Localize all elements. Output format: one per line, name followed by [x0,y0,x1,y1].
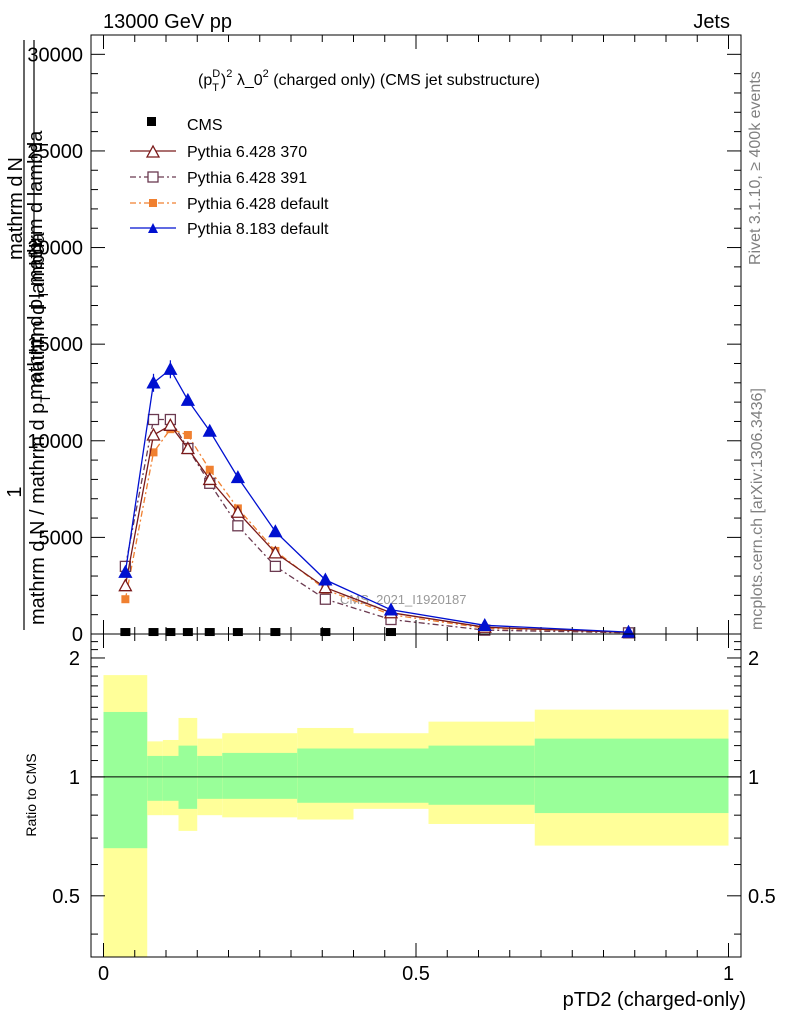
mcplots-label: mcplots.cern.ch [arXiv:1306.3436] [749,388,766,630]
data-point [120,628,131,637]
data-point [318,580,333,594]
data-point [180,392,195,406]
ratio-inner-band [162,755,179,801]
data-point [268,545,283,559]
ratio-inner-band [253,752,298,799]
y-axis-label: 1 mathrm d N / mathrm d pTmathrm d lambd… [4,40,53,630]
legend: CMS Pythia 6.428 370 Pythia 6.428 391 Py… [130,117,329,238]
data-point [163,417,178,431]
analysis-watermark: CMS_2021_I1920187 [340,592,467,607]
y-label-numerator: mathrm dN [5,157,27,260]
data-point [205,465,214,474]
data-point [118,564,133,578]
data-point [180,441,195,455]
legend-marker-391 [147,171,159,183]
y-tick-label: 25000 [27,141,83,163]
data-point [269,560,282,573]
series-cms [120,628,396,637]
y-label-one: 1 [4,486,26,497]
y-tick-label: 0 [72,624,83,646]
data-point [118,578,133,592]
x-tick-label: 0.5 [402,963,430,985]
x-axis-label: pTD2 (charged-only) [563,989,746,1011]
legend-370: Pythia 6.428 370 [187,144,307,161]
ratio-y-tick-label: 1 [69,767,80,789]
y-tick-label: 5000 [39,527,84,549]
x-tick-label: 1 [723,963,734,985]
data-point [320,628,331,637]
y-label-numerator-denom: mathrm d pTmathrm d lambda [25,130,51,400]
ratio-bands [103,675,729,957]
ratio-inner-band [147,755,163,801]
ratio-inner-band [534,738,729,814]
data-point [146,427,161,441]
series-layer [118,360,636,639]
y-tick-label: 30000 [27,44,83,66]
ratio-y-tick-label-right: 2 [748,648,759,670]
data-point [148,628,159,637]
data-point [182,628,193,637]
ratio-inner-band [222,752,254,799]
plot-title: (pD T)2 λ_02 (charged only) (CMS jet subs… [198,68,540,94]
legend-marker-p8default [148,223,158,233]
x-tick-label: 0 [98,963,109,985]
rivet-label: Rivet 3.1.10, ≥ 400k events [747,71,764,265]
header-energy: 13000 GeV pp [103,11,232,33]
y-tick-label: 15000 [27,334,83,356]
data-point [230,470,245,484]
header-jets: Jets [693,11,730,33]
data-point [477,617,492,631]
ratio-y-tick-label: 0.5 [52,886,80,908]
ratio-axis-ticks: 0.5 0.5 1 1 2 2 0 0.5 1 [52,634,776,985]
legend-cms: CMS [187,117,223,134]
legend-p8default: Pythia 8.183 default [187,221,329,238]
data-point [232,520,244,532]
y-label-denominator: mathrm d N / mathrm d pTmathrm d lambda [27,232,53,625]
legend-p6default: Pythia 6.428 default [187,196,329,213]
ratio-inner-band [353,748,429,803]
legend-391: Pythia 6.428 391 [187,170,307,187]
y-tick-label: 20000 [27,238,83,260]
data-point [318,572,333,586]
ratio-inner-band [103,711,148,849]
ratio-inner-band [297,748,354,803]
legend-marker-370 [145,144,161,158]
data-point [183,430,192,439]
data-point [268,524,283,538]
data-point [202,472,217,486]
data-point [270,628,281,637]
ratio-y-tick-label-right: 1 [748,767,759,789]
y-tick-label: 10000 [27,431,83,453]
data-point [383,602,399,616]
series-line [124,418,629,634]
data-point [232,628,243,637]
ratio-y-tick-label: 2 [69,648,80,670]
data-point [202,423,217,437]
data-point [319,593,332,605]
ratio-y-label: Ratio to CMS [23,753,39,836]
data-point [230,504,245,518]
data-point [147,413,160,426]
legend-marker-p6default [149,199,157,207]
data-point [204,628,215,637]
data-point [121,595,130,604]
data-point [165,628,176,637]
data-point [386,628,396,637]
ratio-inner-band [428,745,535,805]
ratio-y-tick-label-right: 0.5 [748,886,776,908]
legend-marker-cms [147,117,156,126]
data-point [149,448,158,457]
